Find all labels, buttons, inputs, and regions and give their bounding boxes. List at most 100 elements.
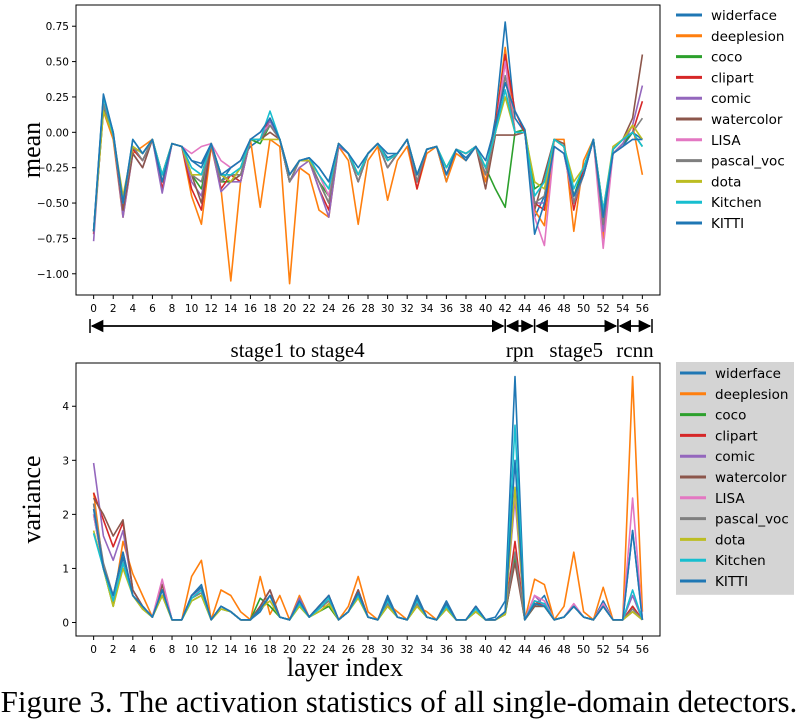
x-tick-label: 4 (129, 303, 136, 315)
x-tick-label: 50 (577, 303, 590, 315)
x-tick-label: 2 (110, 303, 117, 315)
series-line-kitti (92, 459, 644, 621)
series-line-coco (92, 514, 644, 621)
x-tick-label: 18 (263, 303, 276, 315)
legend-label-comic: comic (711, 91, 751, 107)
y-tick-label: 0.50 (46, 57, 69, 69)
series-line-deeplesion (92, 46, 644, 285)
y-tick-label: 4 (62, 401, 69, 413)
legend-label-deeplesion: deeplesion (711, 29, 784, 45)
legend-label-lisa: LISA (711, 133, 741, 149)
y-tick-label: 3 (62, 455, 69, 467)
x-tick-label: 24 (322, 644, 336, 656)
x-tick-label: 46 (538, 644, 552, 656)
y-tick-label: 1 (62, 563, 69, 575)
x-tick-label: 10 (185, 644, 198, 656)
series-line-dota (92, 486, 643, 621)
x-tick-label: 0 (90, 303, 97, 315)
y-tick-label: 0.25 (46, 92, 69, 104)
x-tick-label: 0 (90, 644, 97, 656)
series-line-watercolor (92, 497, 643, 621)
legend-label-widerface: widerface (711, 8, 777, 24)
x-tick-label: 28 (361, 303, 374, 315)
stage-label-stage5: stage5 (549, 338, 603, 362)
x-tick-label: 4 (129, 644, 136, 656)
x-tick-label: 52 (596, 644, 609, 656)
x-tick-label: 56 (636, 303, 650, 315)
x-tick-label: 30 (381, 644, 394, 656)
x-tick-label: 24 (322, 303, 336, 315)
x-tick-label: 52 (596, 303, 609, 315)
legend-label-kitti: KITTI (715, 574, 748, 590)
x-tick-label: 44 (518, 644, 532, 656)
x-tick-label: 46 (538, 303, 552, 315)
x-tick-label: 40 (479, 303, 492, 315)
x-tick-label: 12 (205, 303, 218, 315)
x-tick-label: 18 (263, 644, 276, 656)
figure-caption: Figure 3. The activation statistics of a… (0, 684, 798, 719)
stage-annotations: stage1 to stage4 rpn stage5 rcnn (89, 319, 654, 362)
x-tick-label: 6 (149, 644, 156, 656)
series-line-widerface (92, 375, 644, 621)
x-tick-label: 54 (616, 303, 630, 315)
x-tick-label: 26 (342, 644, 356, 656)
variance-chart: 0 2 4 6 8 10 12 14 16 18 20 22 24 26 28 30 32 34 36 38 40 42 4… (17, 362, 794, 682)
legend-label-kitti: KITTI (711, 216, 744, 232)
x-tick-label: 38 (459, 644, 472, 656)
y-axis-label: mean (17, 122, 46, 178)
series-line-lisa (92, 491, 644, 621)
x-tick-label: 34 (420, 303, 434, 315)
figure: 0 2 4 6 8 10 12 14 16 18 20 22 24 26 28 30 32 34 36 38 40 42 4… (17, 4, 794, 682)
y-tick-label: −0.50 (37, 198, 69, 210)
x-tick-label: 26 (342, 303, 356, 315)
x-tick-label: 14 (224, 303, 238, 315)
legend-label-comic: comic (715, 449, 755, 465)
legend-label-coco: coco (711, 50, 742, 66)
y-tick-label: −1.00 (37, 269, 69, 281)
x-tick-label: 32 (401, 303, 414, 315)
x-tick-label: 48 (557, 303, 570, 315)
legend-label-kitchen: Kitchen (715, 553, 766, 569)
series-line-pascal-voc (92, 503, 643, 621)
stage-label-stage1-to-stage4: stage1 to stage4 (231, 338, 366, 362)
x-tick-label: 22 (303, 644, 316, 656)
legend-label-watercolor: watercolor (715, 470, 787, 486)
legend-label-clipart: clipart (711, 70, 754, 86)
y-tick-label: 0.75 (46, 21, 69, 33)
series-line-kitchen (92, 424, 644, 621)
x-tick-label: 48 (557, 644, 570, 656)
x-tick-label: 38 (459, 303, 472, 315)
y-tick-label: −0.25 (37, 163, 69, 175)
series-line-widerface (92, 21, 643, 232)
x-tick-label: 44 (518, 303, 532, 315)
x-tick-label: 36 (440, 644, 454, 656)
legend-label-lisa: LISA (715, 491, 745, 507)
x-tick-label: 32 (401, 644, 414, 656)
series-line-kitti (92, 82, 643, 235)
legend-label-kitchen: Kitchen (711, 195, 762, 211)
x-tick-label: 16 (244, 303, 258, 315)
x-tick-label: 22 (303, 303, 316, 315)
x-tick-label: 50 (577, 644, 590, 656)
x-tick-label: 30 (381, 303, 394, 315)
legend-label-watercolor: watercolor (711, 112, 783, 128)
mean-chart: 0 2 4 6 8 10 12 14 16 18 20 22 24 26 28 30 32 34 36 38 40 42 4… (17, 4, 785, 315)
legend-label-coco: coco (715, 408, 746, 424)
y-axis-label: variance (17, 455, 46, 543)
y-tick-label: −0.75 (37, 233, 69, 245)
legend-label-pascal-voc: pascal_voc (711, 154, 785, 170)
x-tick-label: 28 (361, 644, 374, 656)
x-tick-label: 12 (205, 644, 218, 656)
series-line-deeplesion (92, 375, 644, 621)
legend-label-dota: dota (711, 174, 741, 190)
series-line-coco (92, 106, 644, 232)
legend-label-pascal-voc: pascal_voc (715, 512, 789, 528)
y-tick-label: 2 (62, 509, 69, 521)
x-axis-label: layer index (287, 653, 403, 682)
legend-label-widerface: widerface (715, 366, 781, 382)
x-tick-label: 16 (244, 644, 258, 656)
x-tick-label: 20 (283, 644, 296, 656)
x-tick-label: 2 (110, 644, 117, 656)
legend-label-clipart: clipart (715, 428, 758, 444)
x-tick-label: 42 (498, 644, 511, 656)
